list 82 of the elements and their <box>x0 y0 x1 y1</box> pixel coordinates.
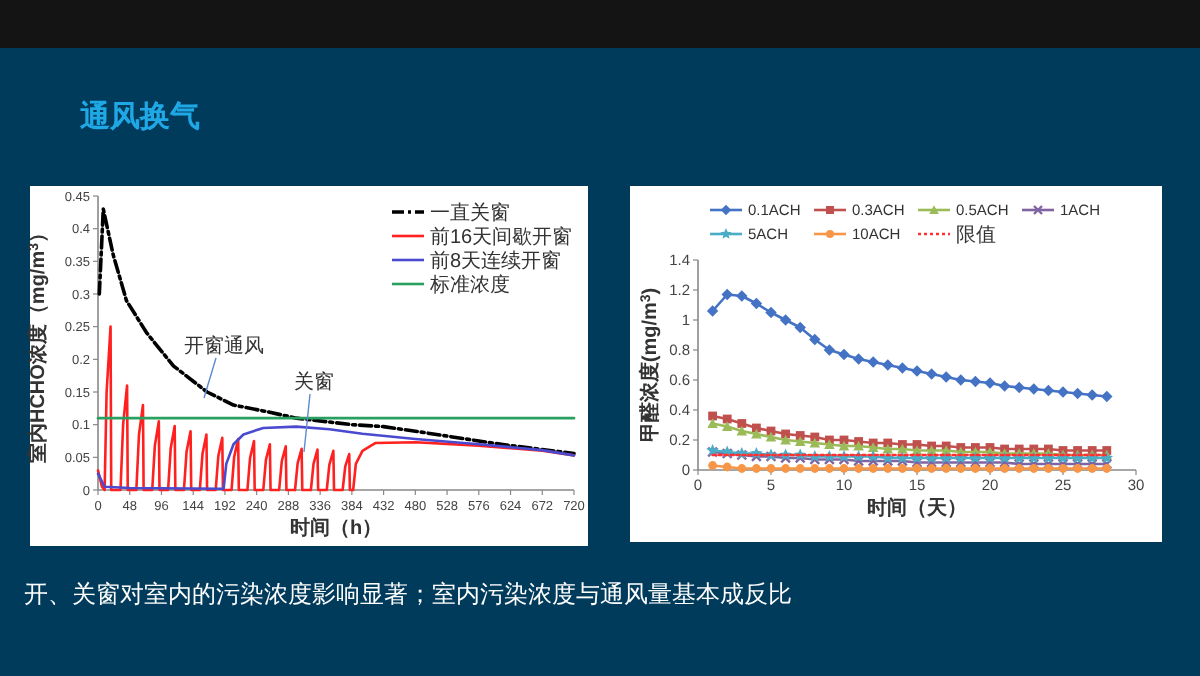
point <box>911 365 923 377</box>
point <box>941 464 951 473</box>
point <box>854 464 863 473</box>
chart-title: 通风换气 <box>78 100 200 134</box>
x-axis-title: 时间（h） <box>289 516 383 540</box>
point <box>794 436 806 446</box>
point <box>1101 390 1113 403</box>
point <box>1028 383 1040 395</box>
point <box>751 428 762 439</box>
point <box>736 425 748 436</box>
point <box>810 464 820 473</box>
point <box>853 440 864 451</box>
point <box>795 431 805 440</box>
point <box>1102 464 1112 473</box>
point <box>985 464 995 473</box>
x-axis-title: 时间（天） <box>867 496 967 520</box>
point <box>1042 384 1055 397</box>
point <box>795 464 805 473</box>
point <box>896 362 909 374</box>
annotation: 开窗通风 <box>184 334 264 358</box>
point <box>722 462 732 472</box>
point <box>998 380 1011 392</box>
point <box>898 464 907 473</box>
point <box>1073 464 1082 473</box>
point <box>779 314 792 326</box>
point <box>708 461 717 470</box>
point <box>766 464 776 473</box>
point <box>838 440 850 451</box>
point <box>1014 464 1024 473</box>
point <box>721 421 733 431</box>
point <box>794 321 806 334</box>
point <box>1071 387 1084 400</box>
point <box>838 348 850 361</box>
point <box>940 371 952 383</box>
point <box>882 359 894 371</box>
point <box>737 419 747 428</box>
legend-label: 前16天间歇开窗 <box>430 225 573 249</box>
point <box>809 333 821 346</box>
point <box>721 288 733 301</box>
point <box>956 464 966 473</box>
point <box>1000 464 1009 473</box>
point <box>707 418 718 428</box>
point <box>765 306 777 319</box>
point <box>1044 464 1053 473</box>
legend-label: 一直关窗 <box>430 201 510 225</box>
point <box>1029 464 1039 473</box>
point <box>897 443 908 454</box>
point <box>765 431 777 442</box>
point <box>780 434 791 445</box>
point <box>969 375 982 388</box>
point <box>825 464 834 473</box>
point <box>927 464 936 473</box>
point <box>971 464 980 473</box>
point <box>1013 381 1025 394</box>
legend-label: 前8天连续开窗 <box>430 249 562 273</box>
point <box>955 374 967 386</box>
point <box>736 290 748 302</box>
text: 开、关窗对室内的污染浓度影响显著；室内污染浓度与通风量基本成反比 <box>24 580 792 608</box>
point <box>1087 464 1097 473</box>
legend-label: 标准浓度 <box>428 273 510 297</box>
point <box>706 305 719 317</box>
point <box>823 344 836 356</box>
annotation: 关窗 <box>294 370 334 394</box>
point <box>912 464 922 473</box>
point <box>708 411 717 421</box>
point <box>868 464 878 473</box>
point <box>750 297 763 310</box>
point <box>809 437 821 448</box>
point <box>852 353 865 365</box>
point <box>737 464 747 473</box>
point <box>1057 386 1069 398</box>
point <box>984 377 996 389</box>
legend-label: 限值 <box>956 225 996 247</box>
point <box>883 464 893 473</box>
point <box>1086 389 1098 401</box>
point <box>752 464 761 473</box>
point <box>781 464 790 473</box>
point <box>839 464 849 473</box>
point <box>1058 464 1068 473</box>
point <box>722 414 732 424</box>
point <box>925 368 938 380</box>
point <box>867 356 879 368</box>
